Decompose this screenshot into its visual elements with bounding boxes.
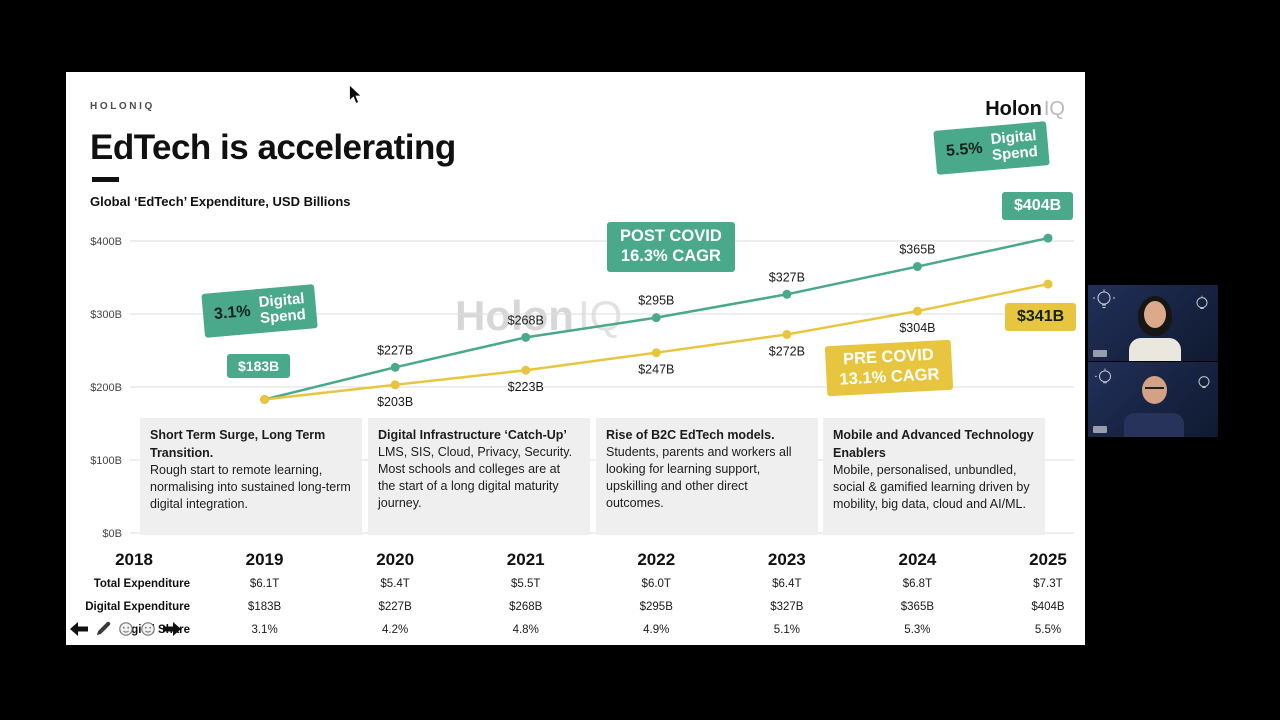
- title-underline: [92, 177, 119, 182]
- svg-text:$100B: $100B: [90, 455, 122, 467]
- note-title: Mobile and Advanced Technology Enablers: [833, 428, 1034, 460]
- table-value: $6.8T: [902, 578, 933, 590]
- year-header: 2020: [376, 550, 415, 569]
- year-header: 2025: [1029, 550, 1067, 569]
- note-body: LMS, SIS, Cloud, Privacy, Security. Most…: [378, 445, 573, 510]
- table-value: $7.3T: [1033, 578, 1063, 590]
- svg-text:$300B: $300B: [90, 309, 122, 321]
- table-value: 5.3%: [904, 624, 931, 636]
- slide-subtitle: Global ‘EdTech’ Expenditure, USD Billion…: [90, 194, 351, 209]
- participant-video-2[interactable]: [1088, 361, 1218, 437]
- year-header: 2024: [898, 550, 937, 569]
- svg-text:$200B: $200B: [90, 382, 122, 394]
- svg-text:$365B: $365B: [899, 243, 935, 257]
- year-header: 2019: [245, 550, 284, 569]
- brand-text: HOLONIQ: [90, 101, 155, 112]
- participant-2-avatar: [1142, 376, 1167, 404]
- lightbulb-doodle-icon: [1093, 289, 1115, 309]
- svg-text:$295B: $295B: [638, 294, 674, 308]
- table-value: $268B: [509, 601, 543, 613]
- svg-text:$272B: $272B: [769, 344, 805, 358]
- note-box-2022: Rise of B2C EdTech models. Students, par…: [596, 418, 818, 535]
- video-watermark-logo: [1093, 350, 1107, 357]
- note-title: Rise of B2C EdTech models.: [606, 428, 775, 442]
- lightbulb-doodle-icon: [1196, 295, 1208, 309]
- svg-text:$304B: $304B: [899, 321, 935, 335]
- year-header: 2022: [637, 550, 676, 569]
- table-value: $183B: [247, 601, 282, 613]
- note-body: Rough start to remote learning, normalis…: [150, 463, 351, 511]
- pencil-icon[interactable]: [96, 621, 111, 636]
- lightbulb-doodle-icon: [1094, 368, 1112, 384]
- previous-slide-arrow-icon[interactable]: [70, 621, 88, 636]
- svg-text:$327B: $327B: [769, 270, 805, 284]
- table-value: $6.0T: [641, 578, 671, 590]
- glasses: [1145, 387, 1164, 391]
- table-value: 4.2%: [382, 624, 409, 636]
- svg-text:$247B: $247B: [638, 363, 674, 377]
- year-header: 2023: [767, 550, 806, 569]
- table-value: $227B: [378, 601, 412, 613]
- lightbulb-doodle-icon: [1198, 376, 1210, 388]
- badge-pre-covid-cagr: PRE COVID 13.1% CAGR: [824, 339, 954, 396]
- logo-bold: Holon: [985, 98, 1042, 120]
- svg-text:$0B: $0B: [102, 528, 122, 540]
- svg-text:$203B: $203B: [377, 395, 413, 409]
- watermark: HolonIQ: [455, 292, 623, 339]
- table-value: $6.1T: [249, 578, 280, 590]
- note-title: Short Term Surge, Long Term Transition.: [150, 428, 326, 460]
- table-value: $404B: [1031, 601, 1065, 613]
- next-slide-arrow-icon[interactable]: [163, 621, 181, 636]
- note-box-2020: Digital Infrastructure ‘Catch-Up’ LMS, S…: [368, 418, 590, 535]
- badge-404b: $404B: [1002, 192, 1074, 220]
- note-title: Digital Infrastructure ‘Catch-Up’: [378, 428, 567, 442]
- note-box-2024: Mobile and Advanced Technology Enablers …: [823, 418, 1045, 535]
- slide-title: EdTech is accelerating: [90, 128, 456, 167]
- table-value: 4.8%: [512, 624, 539, 636]
- reaction-face-icon[interactable]: [119, 621, 133, 636]
- year-header: 2018: [115, 550, 153, 569]
- table-value: 5.5%: [1034, 624, 1062, 636]
- note-body: Students, parents and workers all lookin…: [606, 445, 792, 510]
- table-value: 5.1%: [773, 624, 800, 636]
- table-value: $327B: [770, 601, 804, 613]
- expenditure-table: 2018 2019 2020 2021 2022 2023 2024 2025 Total Ex…: [66, 544, 1085, 645]
- participant-video-panel: [1088, 285, 1218, 437]
- video-watermark-logo: [1093, 426, 1107, 433]
- table-value: 3.1%: [251, 624, 278, 636]
- note-box-2019: Short Term Surge, Long Term Transition. …: [140, 418, 362, 535]
- table-value: $5.4T: [380, 578, 410, 590]
- badge-341b: $341B: [1005, 303, 1077, 331]
- note-body: Mobile, personalised, unbundled, social …: [833, 463, 1030, 511]
- logo-light: IQ: [1043, 98, 1065, 120]
- badge-post-covid-cagr: POST COVID 16.3% CAGR: [607, 222, 735, 272]
- shared-slide: HOLONIQ Holon IQ EdTech is accelerating G…: [66, 72, 1085, 645]
- svg-text:$227B: $227B: [377, 343, 413, 357]
- table-value: $365B: [900, 601, 935, 613]
- table-row-label: Digital Expenditure: [85, 601, 190, 613]
- badge-183b: $183B: [227, 354, 291, 378]
- participant-video-1[interactable]: [1088, 285, 1218, 361]
- table-value: $5.5T: [510, 578, 541, 590]
- table-value: 4.9%: [643, 624, 670, 636]
- mouse-cursor: [349, 84, 363, 105]
- svg-text:$400B: $400B: [90, 236, 122, 248]
- year-header: 2021: [506, 550, 545, 569]
- svg-text:$223B: $223B: [508, 380, 544, 394]
- table-row-label: Total Expenditure: [93, 578, 190, 590]
- table-value: $295B: [639, 601, 673, 613]
- holoniq-logo: Holon IQ: [985, 98, 1065, 121]
- svg-text:$268B: $268B: [508, 313, 544, 327]
- annotation-toolbar: [70, 621, 181, 636]
- table-value: $6.4T: [772, 578, 802, 590]
- reaction-face-icon[interactable]: [141, 621, 155, 636]
